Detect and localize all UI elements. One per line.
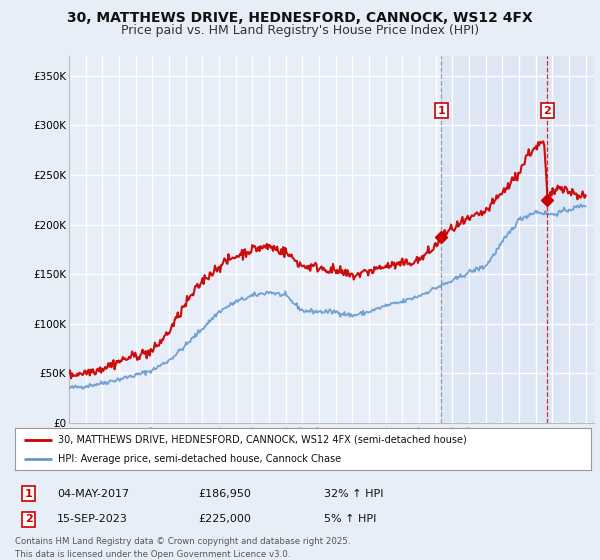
Text: £225,000: £225,000: [198, 514, 251, 524]
Text: £186,950: £186,950: [198, 489, 251, 499]
Text: 04-MAY-2017: 04-MAY-2017: [57, 489, 129, 499]
Text: HPI: Average price, semi-detached house, Cannock Chase: HPI: Average price, semi-detached house,…: [58, 454, 341, 464]
Text: Price paid vs. HM Land Registry's House Price Index (HPI): Price paid vs. HM Land Registry's House …: [121, 24, 479, 36]
Text: 5% ↑ HPI: 5% ↑ HPI: [324, 514, 376, 524]
Text: 30, MATTHEWS DRIVE, HEDNESFORD, CANNOCK, WS12 4FX: 30, MATTHEWS DRIVE, HEDNESFORD, CANNOCK,…: [67, 11, 533, 25]
Text: Contains HM Land Registry data © Crown copyright and database right 2025.
This d: Contains HM Land Registry data © Crown c…: [15, 538, 350, 559]
Text: 1: 1: [25, 489, 32, 499]
Bar: [442, 56, 600, 423]
Text: 32% ↑ HPI: 32% ↑ HPI: [324, 489, 383, 499]
Text: 1: 1: [437, 105, 445, 115]
Text: 2: 2: [25, 514, 32, 524]
Text: 15-SEP-2023: 15-SEP-2023: [57, 514, 128, 524]
Text: 2: 2: [544, 105, 551, 115]
Text: 30, MATTHEWS DRIVE, HEDNESFORD, CANNOCK, WS12 4FX (semi-detached house): 30, MATTHEWS DRIVE, HEDNESFORD, CANNOCK,…: [58, 435, 467, 445]
